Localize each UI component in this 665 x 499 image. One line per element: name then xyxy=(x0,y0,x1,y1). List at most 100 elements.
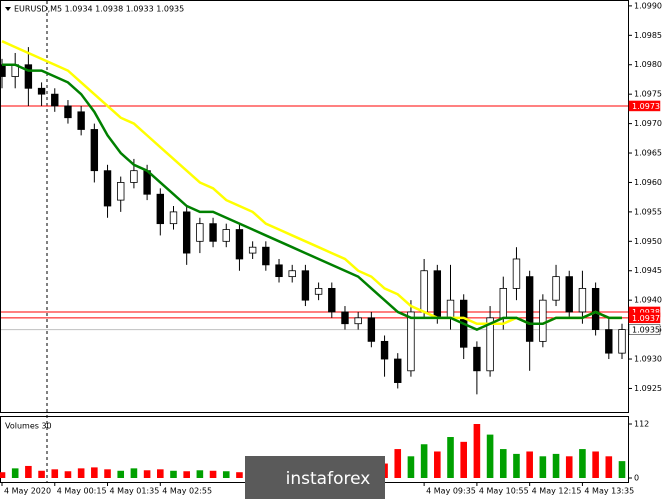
candle-body xyxy=(222,229,230,242)
y-tick-label: 1.0955 xyxy=(634,207,662,216)
volume-bar xyxy=(420,444,428,478)
moving-average xyxy=(2,63,622,331)
candle-body xyxy=(51,93,59,107)
volume-bar xyxy=(64,471,72,478)
volume-bar xyxy=(170,470,177,478)
y-tick-label: 1.0940 xyxy=(634,296,662,305)
y-tick-label: 1.0990 xyxy=(634,1,662,10)
candle-body xyxy=(77,111,85,130)
x-tick-label: 4 May 00:15 xyxy=(57,487,107,496)
y-tick-label: 0 xyxy=(634,474,639,483)
volume-bar xyxy=(130,468,138,478)
candle-body xyxy=(618,329,626,354)
y-tick-label: 1.0965 xyxy=(634,149,662,158)
candle-body xyxy=(275,264,283,278)
candle-body xyxy=(578,287,587,313)
volume-bar xyxy=(222,471,230,478)
volume-bar xyxy=(143,470,151,478)
price-level-tag xyxy=(628,312,661,324)
candle-body xyxy=(420,270,428,313)
candle-body xyxy=(552,276,560,301)
x-tick-label: 4 May 13:35 xyxy=(584,487,634,496)
candle-body xyxy=(525,276,534,342)
volume-bar xyxy=(196,470,204,478)
candle-body xyxy=(380,340,389,360)
candle-body xyxy=(182,211,191,254)
y-tick-label: 1.0930 xyxy=(634,355,662,364)
symbol-arrow xyxy=(5,7,11,11)
candle-body xyxy=(367,317,376,342)
volume-bar xyxy=(526,451,533,478)
price-level-tag xyxy=(628,100,661,112)
volume-bar xyxy=(447,437,454,478)
chart-title: EURUSD,M5 1.0934 1.0938 1.0933 1.0935 xyxy=(14,5,184,14)
candle-body xyxy=(156,193,164,225)
candle-body xyxy=(0,64,6,77)
y-tick-label: 1.0985 xyxy=(634,31,662,40)
candle-body xyxy=(24,64,33,89)
volume-bar xyxy=(104,469,111,478)
volume-bar xyxy=(592,451,599,478)
candle-body xyxy=(512,258,521,289)
volume-bar xyxy=(394,449,402,478)
volume-bar xyxy=(209,470,217,478)
volume-bar xyxy=(0,472,6,478)
y-tick-label: 1.0970 xyxy=(634,119,662,128)
volume-bar xyxy=(499,449,507,478)
candle-body xyxy=(103,170,112,207)
volume-bar xyxy=(579,449,586,478)
candle-body xyxy=(539,299,547,342)
candle-body xyxy=(328,287,336,313)
volume-bar xyxy=(513,453,520,478)
candle-body xyxy=(37,87,46,95)
candle-body xyxy=(64,105,72,119)
candle-body xyxy=(90,129,99,172)
candle-body xyxy=(394,358,402,383)
x-tick-label: 4 May 12:15 xyxy=(532,487,582,496)
volume-bar xyxy=(25,465,32,478)
candle-body xyxy=(288,270,296,278)
volume-bar xyxy=(552,453,560,478)
volume-bar xyxy=(434,451,441,478)
x-tick-label: 4 May 02:55 xyxy=(162,487,212,496)
candle-body xyxy=(130,170,138,183)
candle-body xyxy=(407,311,415,372)
volume-title: Volumes 30 xyxy=(5,422,52,431)
price-level-label: 1.0937 xyxy=(632,314,660,323)
price-level-label: 1.0973 xyxy=(632,102,660,111)
candle-body xyxy=(486,317,494,372)
candle-body xyxy=(473,346,481,372)
candle-body xyxy=(499,287,507,319)
candle-body xyxy=(301,270,310,301)
candle-body xyxy=(591,287,600,330)
volume-bar xyxy=(157,469,164,478)
x-tick-label: 4 May 10:55 xyxy=(479,487,529,496)
volume-bar xyxy=(11,468,19,478)
volume-bar xyxy=(618,461,626,478)
candle-body xyxy=(169,211,178,225)
volume-bar xyxy=(183,471,190,478)
volume-bar xyxy=(236,472,243,478)
volume-bar xyxy=(407,456,415,478)
candle-body xyxy=(248,246,257,254)
candle-body xyxy=(605,329,613,354)
volume-bar xyxy=(565,456,573,478)
candle-body xyxy=(262,246,270,266)
candle-body xyxy=(117,182,125,201)
volume-bar xyxy=(460,441,467,478)
y-tick-label: 1.0950 xyxy=(634,237,662,246)
candle-body xyxy=(235,229,244,260)
x-tick-label: 4 May 01:35 xyxy=(110,487,160,496)
y-tick-label: 1.0960 xyxy=(634,178,662,187)
volume-bar xyxy=(38,470,45,478)
candle-body xyxy=(446,299,455,319)
y-tick-label: 1.0975 xyxy=(634,90,662,99)
volume-bar xyxy=(539,456,547,478)
x-tick-label: 4 May 2020 xyxy=(4,487,51,496)
y-tick-label: 1.0980 xyxy=(634,60,662,69)
price-frame xyxy=(0,0,629,413)
candle-body xyxy=(354,317,362,325)
